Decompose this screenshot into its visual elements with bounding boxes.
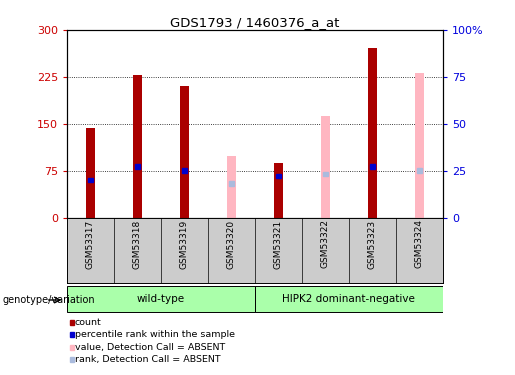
Text: genotype/variation: genotype/variation bbox=[3, 295, 95, 305]
Text: GSM53324: GSM53324 bbox=[415, 219, 424, 268]
Bar bbox=[415, 72, 424, 217]
Bar bbox=[229, 181, 234, 186]
Text: wild-type: wild-type bbox=[137, 294, 185, 304]
Bar bbox=[67, 286, 255, 312]
Bar bbox=[135, 164, 140, 169]
Text: GSM53320: GSM53320 bbox=[227, 219, 236, 268]
Bar bbox=[368, 48, 376, 217]
Text: GSM53317: GSM53317 bbox=[86, 219, 95, 269]
Bar bbox=[323, 172, 328, 176]
Text: percentile rank within the sample: percentile rank within the sample bbox=[75, 330, 235, 339]
Bar bbox=[255, 286, 443, 312]
Bar bbox=[321, 116, 330, 218]
Bar bbox=[227, 156, 236, 218]
Bar bbox=[180, 86, 188, 218]
Bar bbox=[276, 174, 281, 178]
Text: GSM53319: GSM53319 bbox=[180, 219, 189, 269]
Bar bbox=[133, 75, 142, 217]
Bar bbox=[417, 168, 422, 172]
Text: GSM53322: GSM53322 bbox=[321, 219, 330, 268]
Bar bbox=[274, 162, 283, 218]
Text: value, Detection Call = ABSENT: value, Detection Call = ABSENT bbox=[75, 343, 225, 352]
Bar bbox=[182, 168, 187, 172]
Text: HIPK2 dominant-negative: HIPK2 dominant-negative bbox=[282, 294, 416, 304]
Text: count: count bbox=[75, 318, 101, 327]
Bar bbox=[370, 164, 375, 169]
Title: GDS1793 / 1460376_a_at: GDS1793 / 1460376_a_at bbox=[170, 16, 339, 29]
Text: GSM53323: GSM53323 bbox=[368, 219, 377, 268]
Text: rank, Detection Call = ABSENT: rank, Detection Call = ABSENT bbox=[75, 355, 220, 364]
Bar bbox=[86, 128, 95, 218]
Text: GSM53321: GSM53321 bbox=[274, 219, 283, 268]
Bar bbox=[88, 177, 93, 182]
Text: GSM53318: GSM53318 bbox=[133, 219, 142, 269]
